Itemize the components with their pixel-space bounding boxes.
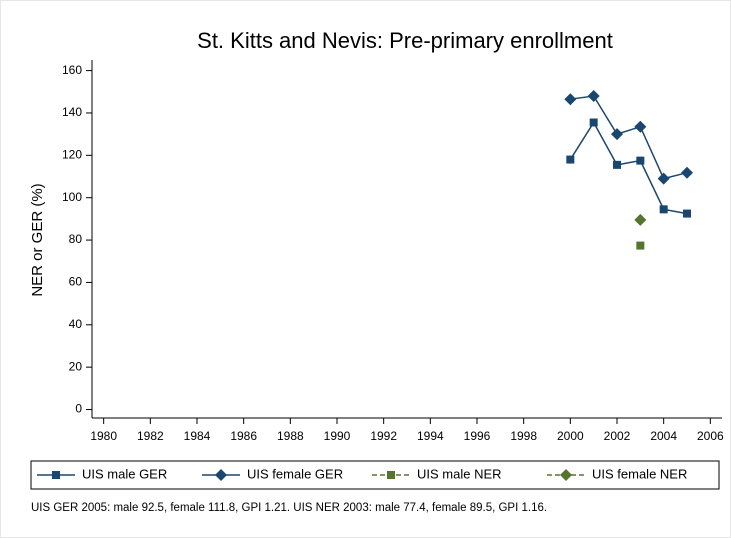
y-tick-label: 40	[69, 317, 83, 331]
legend-label: UIS male NER	[417, 466, 502, 481]
y-tick-label: 140	[62, 105, 82, 119]
data-point	[611, 128, 623, 141]
data-point	[589, 118, 598, 127]
y-tick-label: 60	[69, 275, 83, 289]
x-tick-label: 2006	[697, 429, 724, 443]
data-point	[681, 166, 693, 179]
y-tick-label: 20	[69, 359, 83, 373]
y-tick-label: 100	[62, 190, 82, 204]
x-tick-label: 2004	[650, 429, 677, 443]
x-tick-label: 1986	[230, 429, 257, 443]
x-tick-label: 1992	[370, 429, 397, 443]
legend-marker	[215, 469, 227, 481]
legend-label: UIS female NER	[592, 466, 687, 481]
y-tick-label: 0	[75, 402, 82, 416]
y-tick-label: 80	[69, 232, 83, 246]
x-tick-label: 1990	[324, 429, 351, 443]
legend-marker	[52, 471, 60, 479]
x-tick-label: 1998	[510, 429, 537, 443]
x-tick-label: 1996	[464, 429, 491, 443]
data-point	[587, 90, 600, 103]
x-tick-label: 1984	[184, 429, 211, 443]
data-point	[634, 120, 647, 133]
data-point	[636, 241, 645, 250]
data-point	[657, 172, 670, 185]
legend-label: UIS male GER	[82, 466, 167, 481]
legend-label: UIS female GER	[247, 466, 343, 481]
data-point	[659, 205, 668, 214]
chart-title: St. Kitts and Nevis: Pre-primary enrollm…	[197, 28, 613, 53]
data-point	[634, 213, 647, 226]
note: UIS GER 2005: male 92.5, female 111.8, G…	[31, 502, 547, 514]
x-tick-label: 1994	[417, 429, 444, 443]
x-tick-label: 1982	[137, 429, 164, 443]
data-point	[564, 93, 577, 106]
data-point	[566, 155, 575, 164]
data-point	[683, 209, 691, 218]
y-tick-label: 120	[62, 147, 82, 161]
x-tick-label: 2000	[557, 429, 584, 443]
legend-marker	[560, 469, 572, 481]
x-tick-label: 2002	[604, 429, 631, 443]
legend-marker	[387, 471, 395, 479]
data-point	[613, 160, 621, 169]
x-tick-label: 1980	[90, 429, 117, 443]
x-tick-label: 1988	[277, 429, 304, 443]
y-tick-label: 160	[62, 63, 82, 77]
data-point	[636, 156, 645, 165]
y-axis-label: NER or GER (%)	[29, 183, 46, 296]
